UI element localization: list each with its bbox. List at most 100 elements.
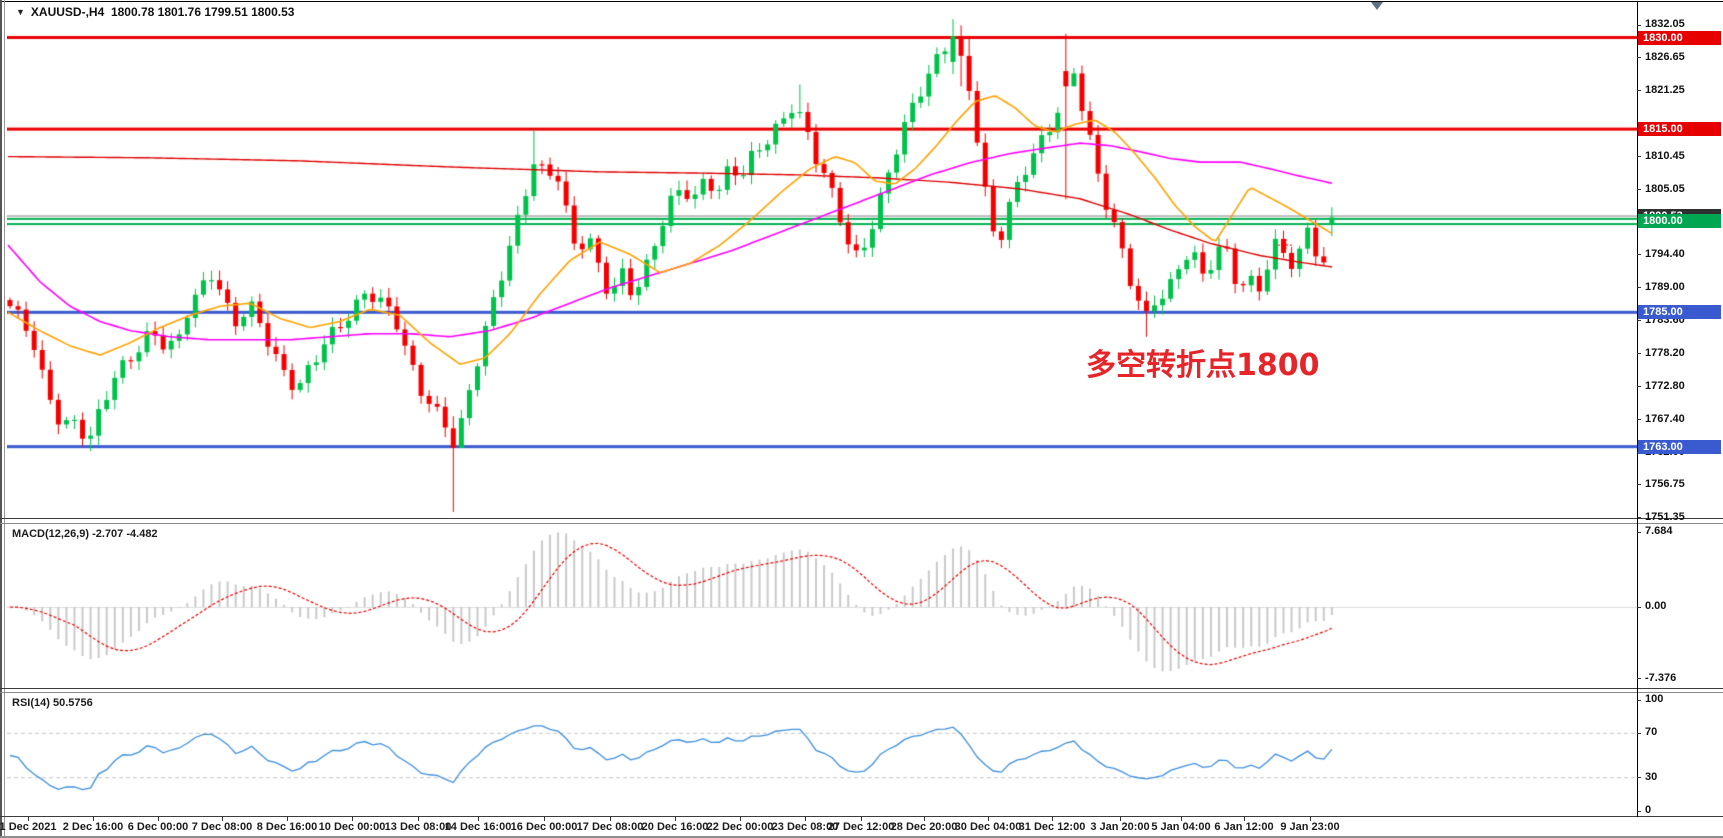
price-tick-label: 1832.05 [1645, 18, 1685, 30]
time-tick-mark [1181, 817, 1182, 821]
price-tick-label: 1794.40 [1645, 247, 1685, 260]
time-tick-label: 20 Dec 16:00 [641, 821, 709, 833]
time-tick-mark [805, 817, 806, 821]
time-tick-mark [1244, 817, 1245, 821]
time-tick-label: 23 Dec 08:00 [771, 821, 839, 833]
time-tick-mark [1120, 817, 1121, 821]
price-tick-label-mark [1637, 484, 1641, 486]
price-badge-1763: 1763.00 [1638, 439, 1721, 454]
price-tick-label-mark [1637, 90, 1641, 92]
time-tick-label: 31 Dec 12:00 [1018, 821, 1086, 833]
time-tick-label: 10 Dec 00:00 [318, 821, 386, 833]
macd-axis-label: 0.00 [1645, 600, 1667, 612]
rsi-axis-label: 30 [1645, 770, 1658, 783]
price-tick-label-mark [1637, 386, 1641, 388]
time-tick-label: 2 Dec 16:00 [62, 821, 124, 833]
rsi-axis-label: 70 [1645, 726, 1658, 739]
price-badge-1785: 1785.00 [1638, 305, 1721, 320]
time-tick-mark [1310, 817, 1311, 821]
macd-axis-label: -7.376 [1645, 671, 1677, 684]
time-tick-label: 17 Dec 08:00 [576, 821, 644, 833]
time-tick-mark [418, 817, 419, 821]
time-tick-label: 8 Dec 16:00 [256, 821, 318, 833]
time-tick-mark [544, 817, 545, 821]
time-tick-label: 27 Dec 12:00 [827, 821, 895, 833]
time-tick-mark [610, 817, 611, 821]
time-tick-mark [675, 817, 676, 821]
chart-ohlc-values: 1800.78 1801.76 1799.51 1800.53 [110, 5, 295, 19]
price-tick-label: 1778.20 [1645, 346, 1685, 359]
price-tick-label-mark [1637, 287, 1641, 289]
price-tick-label-mark [1637, 24, 1641, 26]
time-tick-mark [287, 817, 288, 821]
price-tick-label-mark [1637, 57, 1641, 59]
price-axis-separator [1637, 1, 1638, 817]
price-axis[interactable]: 1832.05 1826.65 1821.25 1810.45 1805.05 1794.… [1637, 0, 1723, 838]
time-tick-mark [93, 817, 94, 821]
macd-canvas[interactable] [7, 524, 1637, 687]
macd-label: MACD(12,26,9) -2.707 -4.482 [12, 528, 158, 540]
price-tick-label: 1789.00 [1645, 280, 1685, 293]
time-tick-mark [861, 817, 862, 821]
time-tick-label: 7 Dec 08:00 [191, 821, 253, 833]
price-tick-label: 1772.80 [1645, 379, 1685, 392]
window-top-border [0, 1, 1723, 2]
scroll-position-marker-icon[interactable] [1371, 2, 1383, 10]
rsi-value: 50.5756 [52, 697, 93, 709]
time-tick-label: 9 Jan 23:00 [1280, 821, 1340, 833]
price-tick-label-mark [1637, 320, 1641, 322]
window-bottom-border [0, 836, 1723, 838]
rsi-panel-top-border [0, 692, 1723, 693]
time-tick-mark [740, 817, 741, 821]
rsi-axis-label-mark [1637, 732, 1641, 734]
chart-title: ▼ XAUUSD-,H4 1800.78 1801.76 1799.51 1800… [16, 5, 294, 19]
chart-dropdown-triangle-icon[interactable]: ▼ [16, 7, 25, 17]
time-tick-label: 6 Dec 00:00 [127, 821, 189, 833]
rsi-axis-label-mark [1637, 810, 1641, 812]
time-tick-label: 1 Dec 2021 [0, 821, 57, 833]
price-badge-1830: 1830.00 [1638, 30, 1721, 45]
price-tick-label: 1826.65 [1645, 50, 1685, 63]
time-tick-label: 13 Dec 08:00 [384, 821, 452, 833]
macd-panel-top-border [0, 523, 1723, 524]
price-tick-label: 1805.05 [1645, 182, 1685, 195]
time-tick-mark [28, 817, 29, 821]
time-tick-label: 22 Dec 00:00 [706, 821, 774, 833]
price-tick-label-mark [1637, 254, 1641, 256]
window-left-border-inner [4, 0, 5, 838]
price-tick-label: 1756.75 [1645, 477, 1685, 490]
macd-axis-label-mark [1637, 678, 1641, 680]
time-axis[interactable]: 1 Dec 2021 2 Dec 16:00 6 Dec 00:00 7 Dec 08… [0, 817, 1723, 836]
price-tick-label-mark [1637, 189, 1641, 191]
price-tick-label-mark [1637, 156, 1641, 158]
time-tick-mark [478, 817, 479, 821]
rsi-axis-label-mark [1637, 777, 1641, 779]
rsi-label: RSI(14) 50.5756 [12, 697, 93, 709]
time-tick-mark [222, 817, 223, 821]
time-tick-label: 14 Dec 16:00 [444, 821, 512, 833]
time-tick-label: 5 Jan 04:00 [1151, 821, 1211, 833]
price-tick-label-mark [1637, 419, 1641, 421]
price-tick-label-mark [1637, 353, 1641, 355]
rsi-axis-label-mark [1637, 699, 1641, 701]
rsi-axis-label: 100 [1645, 693, 1664, 705]
time-tick-mark [1052, 817, 1053, 821]
time-tick-mark [988, 817, 989, 821]
time-tick-label: 6 Jan 12:00 [1214, 821, 1274, 833]
price-tick-label: 1751.35 [1645, 510, 1685, 523]
main-chart-canvas[interactable] [7, 3, 1637, 518]
time-tick-mark [924, 817, 925, 821]
chart-symbol-label: XAUUSD-,H4 [30, 5, 105, 19]
time-tick-label: 28 Dec 20:00 [890, 821, 958, 833]
price-badge-1815: 1815.00 [1638, 122, 1721, 137]
annotation-text: 多空转折点1800 [1086, 348, 1320, 383]
macd-value-main: -2.707 [92, 528, 124, 540]
macd-axis-label-mark [1637, 531, 1641, 533]
rsi-timeaxis-divider [0, 816, 1723, 817]
macd-value-signal: -4.482 [126, 528, 158, 540]
macd-axis-label: 7.684 [1645, 525, 1673, 538]
rsi-canvas[interactable] [7, 693, 1637, 816]
time-tick-mark [352, 817, 353, 821]
price-tick-label: 1810.45 [1645, 149, 1685, 162]
